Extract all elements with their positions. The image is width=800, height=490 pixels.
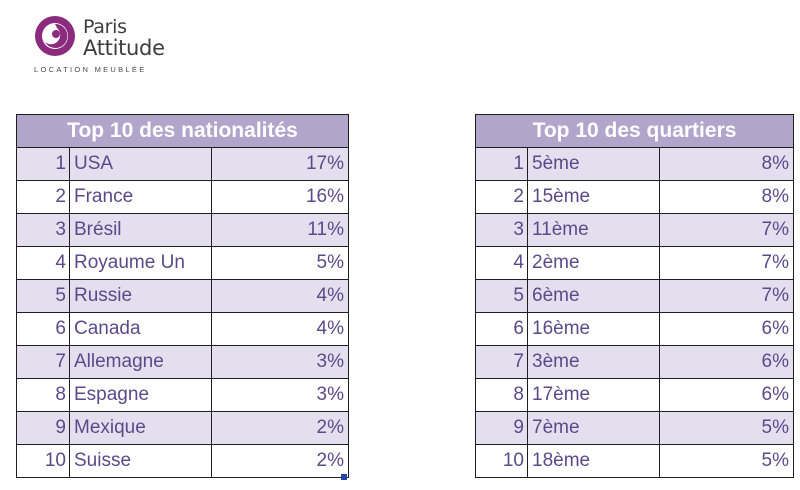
rank-cell: 9 bbox=[475, 411, 528, 445]
name-cell: Suisse bbox=[69, 444, 212, 478]
table-row: 5 6ème 7% bbox=[475, 279, 794, 313]
name-cell: Allemagne bbox=[69, 345, 212, 379]
rank-cell: 6 bbox=[475, 312, 528, 346]
percent-cell: 5% bbox=[659, 411, 794, 445]
name-cell: 15ème bbox=[527, 180, 660, 214]
rank-cell: 1 bbox=[16, 147, 70, 181]
rank-cell: 3 bbox=[475, 213, 528, 247]
percent-cell: 4% bbox=[210, 312, 350, 346]
name-cell: USA bbox=[69, 147, 212, 181]
nationalities-title: Top 10 des nationalités bbox=[15, 114, 350, 148]
name-cell: 7ème bbox=[527, 411, 660, 445]
table-row: 2 15ème 8% bbox=[475, 180, 794, 214]
logo-name-line2: Attitude bbox=[83, 36, 165, 60]
name-cell: 17ème bbox=[527, 378, 660, 412]
percent-cell: 7% bbox=[659, 246, 794, 280]
rank-cell: 3 bbox=[16, 213, 70, 247]
table-row: 6 Canada 4% bbox=[16, 312, 350, 346]
rank-cell: 8 bbox=[16, 378, 70, 412]
name-cell: Mexique bbox=[69, 411, 212, 445]
name-cell: 16ème bbox=[527, 312, 660, 346]
percent-cell: 5% bbox=[659, 444, 794, 478]
name-cell: France bbox=[69, 180, 212, 214]
table-row: 3 11ème 7% bbox=[475, 213, 794, 247]
quartiers-table: Top 10 des quartiers 1 5ème 8% 2 15ème 8% 3 11è… bbox=[475, 114, 794, 478]
percent-cell: 3% bbox=[210, 378, 350, 412]
rank-cell: 8 bbox=[475, 378, 528, 412]
percent-cell: 17% bbox=[210, 147, 350, 181]
name-cell: 3ème bbox=[527, 345, 660, 379]
name-cell: Canada bbox=[69, 312, 212, 346]
table-row: 3 Brésil 11% bbox=[16, 213, 350, 247]
percent-cell: 16% bbox=[210, 180, 350, 214]
name-cell: 2ème bbox=[527, 246, 660, 280]
table-row: 10 Suisse 2% bbox=[16, 444, 350, 478]
table-row: 7 Allemagne 3% bbox=[16, 345, 350, 379]
table-row: 6 16ème 6% bbox=[475, 312, 794, 346]
percent-cell: 6% bbox=[659, 345, 794, 379]
percent-cell: 6% bbox=[659, 378, 794, 412]
percent-cell: 2% bbox=[210, 411, 350, 445]
quartiers-title: Top 10 des quartiers bbox=[475, 114, 794, 148]
rank-cell: 9 bbox=[16, 411, 70, 445]
name-cell: Russie bbox=[69, 279, 212, 313]
rank-cell: 10 bbox=[475, 444, 528, 478]
name-cell: 6ème bbox=[527, 279, 660, 313]
quartiers-body: 1 5ème 8% 2 15ème 8% 3 11ème 7% 4 2ème 7% 5 6ème 7% 6 16… bbox=[475, 147, 794, 478]
percent-cell: 11% bbox=[210, 213, 350, 247]
percent-cell: 5% bbox=[210, 246, 350, 280]
table-row: 7 3ème 6% bbox=[475, 345, 794, 379]
rank-cell: 4 bbox=[475, 246, 528, 280]
nationalities-table: Top 10 des nationalités 1 USA 17% 2 France 16… bbox=[15, 114, 350, 478]
rank-cell: 5 bbox=[16, 279, 70, 313]
name-cell: 5ème bbox=[527, 147, 660, 181]
table-row: 9 7ème 5% bbox=[475, 411, 794, 445]
name-cell: Brésil bbox=[69, 213, 212, 247]
percent-cell: 2% bbox=[210, 444, 350, 478]
rank-cell: 6 bbox=[16, 312, 70, 346]
rank-cell: 5 bbox=[475, 279, 528, 313]
rank-cell: 4 bbox=[16, 246, 70, 280]
paris-attitude-logo: Paris Attitude LOCATION MEUBLÉE bbox=[30, 12, 190, 76]
table-row: 5 Russie 4% bbox=[16, 279, 350, 313]
nationalities-body: 1 USA 17% 2 France 16% 3 Brésil 11% 4 Royaume Un 5%… bbox=[16, 147, 350, 478]
table-row: 8 17ème 6% bbox=[475, 378, 794, 412]
table-row: 1 USA 17% bbox=[16, 147, 350, 181]
percent-cell: 6% bbox=[659, 312, 794, 346]
table-row: 8 Espagne 3% bbox=[16, 378, 350, 412]
rank-cell: 1 bbox=[475, 147, 528, 181]
table-row: 1 5ème 8% bbox=[475, 147, 794, 181]
rank-cell: 7 bbox=[16, 345, 70, 379]
percent-cell: 8% bbox=[659, 180, 794, 214]
table-row: 10 18ème 5% bbox=[475, 444, 794, 478]
percent-cell: 7% bbox=[659, 279, 794, 313]
selection-fill-handle[interactable] bbox=[341, 474, 347, 480]
percent-cell: 8% bbox=[659, 147, 794, 181]
name-cell: 11ème bbox=[527, 213, 660, 247]
rank-cell: 7 bbox=[475, 345, 528, 379]
logo-tagline: LOCATION MEUBLÉE bbox=[34, 65, 147, 74]
rank-cell: 2 bbox=[16, 180, 70, 214]
name-cell: Espagne bbox=[69, 378, 212, 412]
table-row: 4 2ème 7% bbox=[475, 246, 794, 280]
name-cell: Royaume Un bbox=[69, 246, 212, 280]
spiral-logo-icon bbox=[35, 16, 75, 56]
name-cell: 18ème bbox=[527, 444, 660, 478]
percent-cell: 7% bbox=[659, 213, 794, 247]
logo-name-line1: Paris bbox=[83, 16, 127, 38]
table-row: 4 Royaume Un 5% bbox=[16, 246, 350, 280]
percent-cell: 3% bbox=[210, 345, 350, 379]
rank-cell: 2 bbox=[475, 180, 528, 214]
rank-cell: 10 bbox=[16, 444, 70, 478]
percent-cell: 4% bbox=[210, 279, 350, 313]
table-row: 9 Mexique 2% bbox=[16, 411, 350, 445]
table-row: 2 France 16% bbox=[16, 180, 350, 214]
